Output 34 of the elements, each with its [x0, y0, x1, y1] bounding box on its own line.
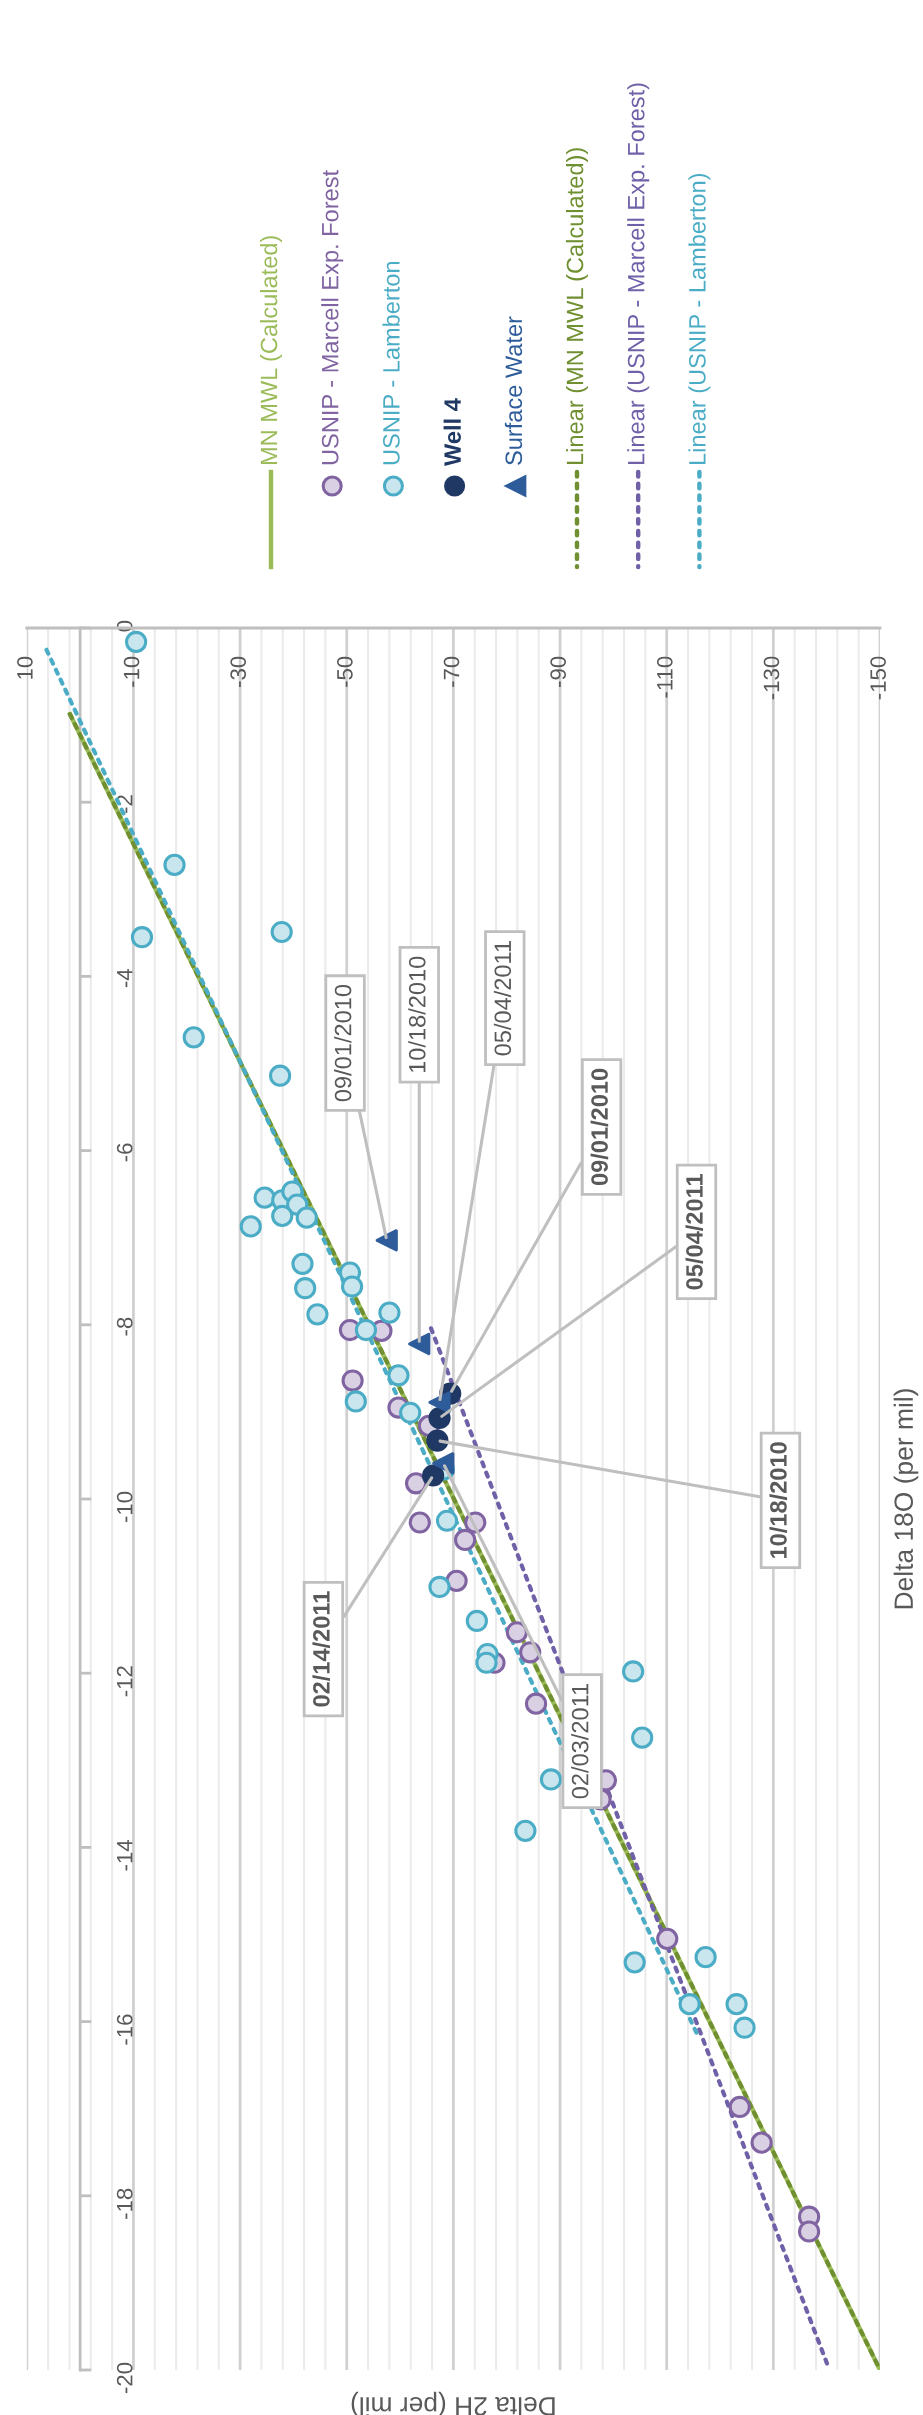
x-tick-label: -50 — [336, 656, 353, 687]
data-label: 10/18/2010 — [408, 956, 426, 1073]
text: Surface Water — [504, 316, 523, 465]
x-tick-label: -110 — [656, 656, 673, 698]
y-tick-label: -12 — [116, 1666, 133, 1697]
x-tick-label: -90 — [550, 656, 567, 687]
text: Linear (USNIP - Marcell Exp. Forest) — [627, 83, 650, 465]
text: USNIP - Lamberton — [382, 261, 400, 465]
x-tick-label: -150 — [870, 656, 886, 700]
text: Well 4 — [443, 398, 461, 466]
data-label: 05/04/2011 — [493, 941, 512, 1056]
x-tick-label: -130 — [763, 656, 780, 700]
y-axis-title: Delta 18O (per mil) — [893, 1389, 919, 1609]
y-tick-label: -4 — [117, 969, 133, 988]
y-tick-label: -8 — [116, 1317, 133, 1336]
data-label: 02/14/2011 — [312, 1591, 330, 1707]
y-tick-label: -18 — [116, 2188, 133, 2219]
data-label: 10/18/2010 — [769, 1442, 788, 1558]
text: MN MWL (Calculated) — [260, 236, 282, 465]
x-tick-label: 10 — [17, 656, 33, 679]
y-tick-label: -16 — [116, 2014, 133, 2045]
text: USNIP - Marcell Exp. Forest — [321, 170, 344, 465]
text: Linear (MN MWL (Calculated)) — [565, 148, 588, 465]
data-label: 02/03/2011 — [571, 1684, 589, 1799]
y-tick-label: -14 — [117, 1839, 133, 1871]
x-tick-label: -30 — [230, 656, 247, 687]
text: Linear (USNIP - Lamberton) — [688, 173, 711, 465]
y-tick-label: -6 — [116, 1143, 133, 1162]
y-tick-label: -10 — [116, 1491, 133, 1523]
x-tick-label: -70 — [443, 656, 460, 687]
y-tick-label: -20 — [116, 2362, 133, 2394]
data-label: 09/01/2010 — [590, 1068, 609, 1186]
data-label: 05/04/2011 — [685, 1174, 704, 1290]
data-label: 09/01/2010 — [334, 984, 352, 1102]
